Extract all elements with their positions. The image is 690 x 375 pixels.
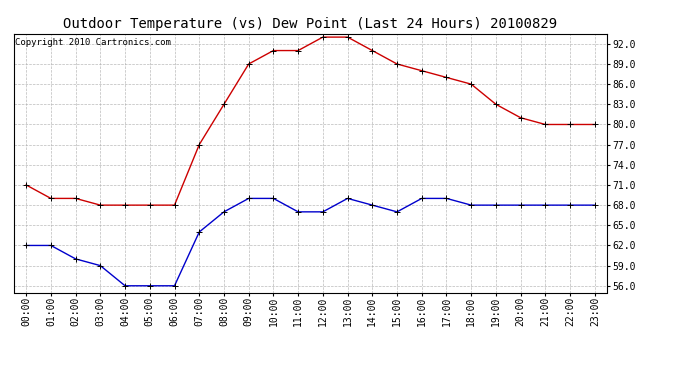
Title: Outdoor Temperature (vs) Dew Point (Last 24 Hours) 20100829: Outdoor Temperature (vs) Dew Point (Last… — [63, 17, 558, 31]
Text: Copyright 2010 Cartronics.com: Copyright 2010 Cartronics.com — [15, 38, 171, 46]
